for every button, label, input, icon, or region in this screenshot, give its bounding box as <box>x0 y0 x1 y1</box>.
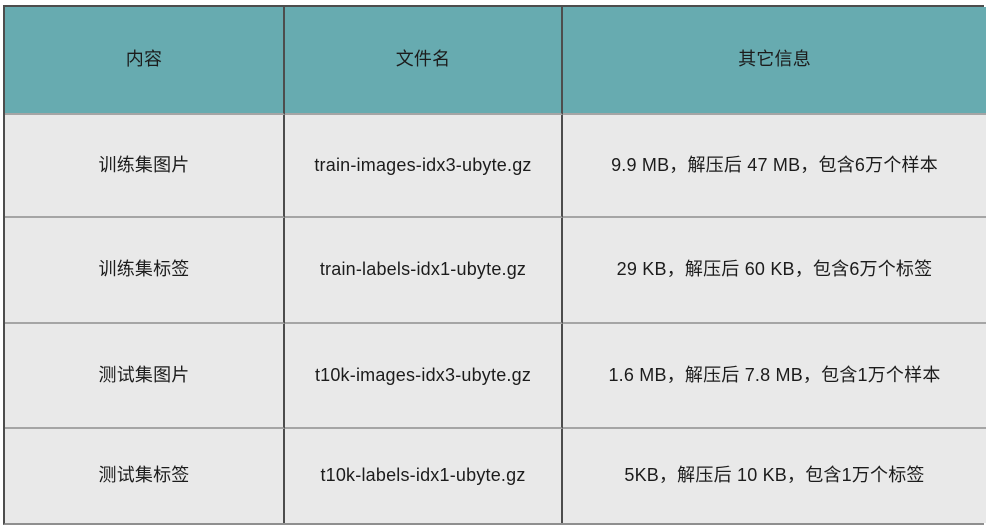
dataset-files-table: 内容 文件名 其它信息 训练集图片 train-images-idx3-ubyt… <box>3 5 986 525</box>
cell-filename: train-images-idx3-ubyte.gz <box>285 115 563 218</box>
cell-content: 训练集图片 <box>5 115 285 218</box>
header-cell-info: 其它信息 <box>563 7 986 115</box>
cell-filename: t10k-images-idx3-ubyte.gz <box>285 324 563 429</box>
cell-filename: train-labels-idx1-ubyte.gz <box>285 218 563 324</box>
cell-filename: t10k-labels-idx1-ubyte.gz <box>285 429 563 523</box>
header-cell-content: 内容 <box>5 7 285 115</box>
cell-info: 9.9 MB，解压后 47 MB，包含6万个样本 <box>563 115 986 218</box>
cell-content: 训练集标签 <box>5 218 285 324</box>
cell-content: 测试集图片 <box>5 324 285 429</box>
cell-info: 29 KB，解压后 60 KB，包含6万个标签 <box>563 218 986 324</box>
cell-content: 测试集标签 <box>5 429 285 523</box>
cell-info: 5KB，解压后 10 KB，包含1万个标签 <box>563 429 986 523</box>
cell-info: 1.6 MB，解压后 7.8 MB，包含1万个样本 <box>563 324 986 429</box>
header-cell-filename: 文件名 <box>285 7 563 115</box>
